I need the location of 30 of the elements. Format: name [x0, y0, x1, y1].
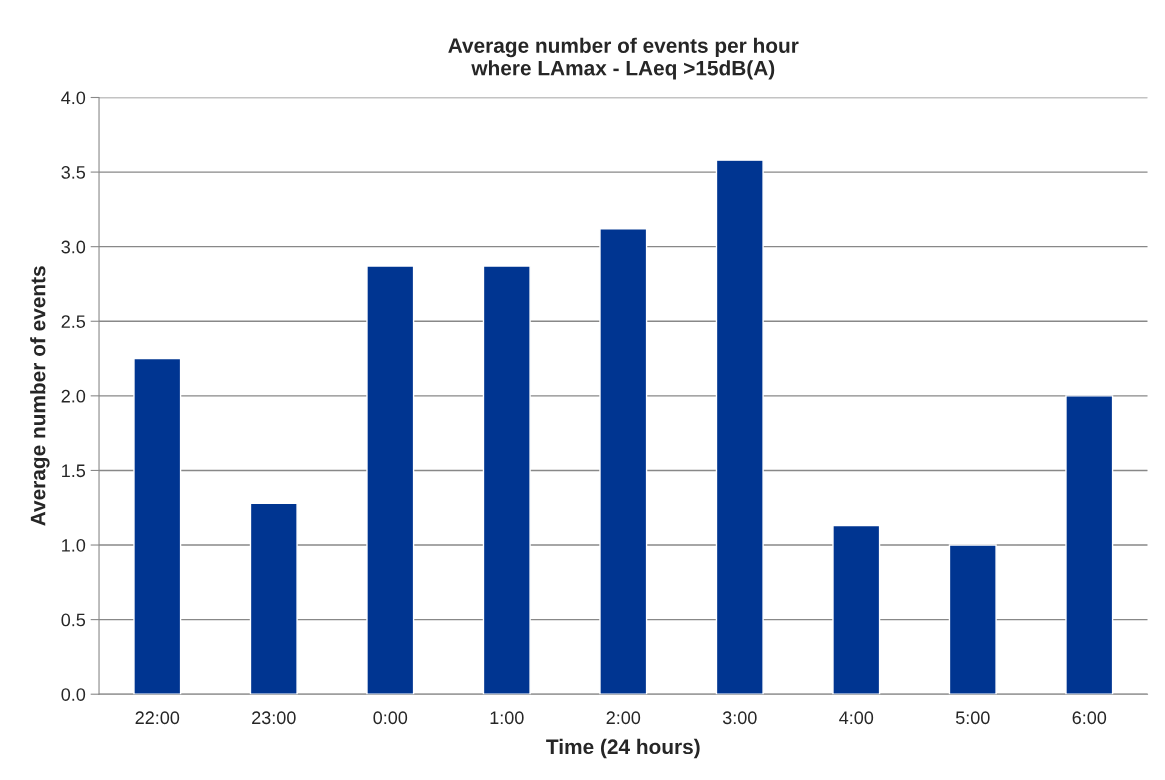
bar [366, 265, 415, 695]
y-tick-label: 0.0 [61, 688, 86, 701]
bar [599, 228, 648, 695]
bar [1065, 395, 1114, 695]
y-tick-label: 2.5 [61, 315, 86, 328]
y-tick-label: 0.5 [61, 613, 86, 627]
x-tick-label: 5:00 [955, 711, 990, 725]
y-tick-label: 3.5 [61, 166, 86, 179]
bar [482, 265, 531, 695]
bar [715, 159, 764, 695]
bar [948, 544, 997, 695]
x-tick-label: 2:00 [606, 711, 641, 725]
chart-title: Average number of events per hour where LAmax - LAeq >15dB(A) [448, 37, 799, 80]
x-tick-label: 23:00 [252, 711, 296, 725]
bar [249, 502, 298, 695]
x-axis-title: Time (24 hours) [546, 738, 700, 759]
x-tick-label: 0:00 [373, 711, 408, 725]
x-tick-label: 22:00 [135, 711, 180, 725]
y-tick-label: 3.0 [61, 240, 86, 254]
x-tick-label: 1:00 [490, 711, 524, 725]
y-tick-label: 2.0 [61, 389, 86, 403]
bar [832, 524, 881, 695]
bar [133, 357, 182, 695]
x-tick-label: 4:00 [839, 711, 874, 725]
y-tick-label: 1.5 [62, 464, 86, 478]
y-tick-label: 1.0 [62, 538, 86, 552]
x-tick-label: 6:00 [1072, 711, 1107, 725]
y-axis-title: Average number of events [30, 266, 50, 526]
x-tick-label: 3:00 [722, 711, 757, 725]
y-tick-label: 4.0 [61, 91, 86, 105]
